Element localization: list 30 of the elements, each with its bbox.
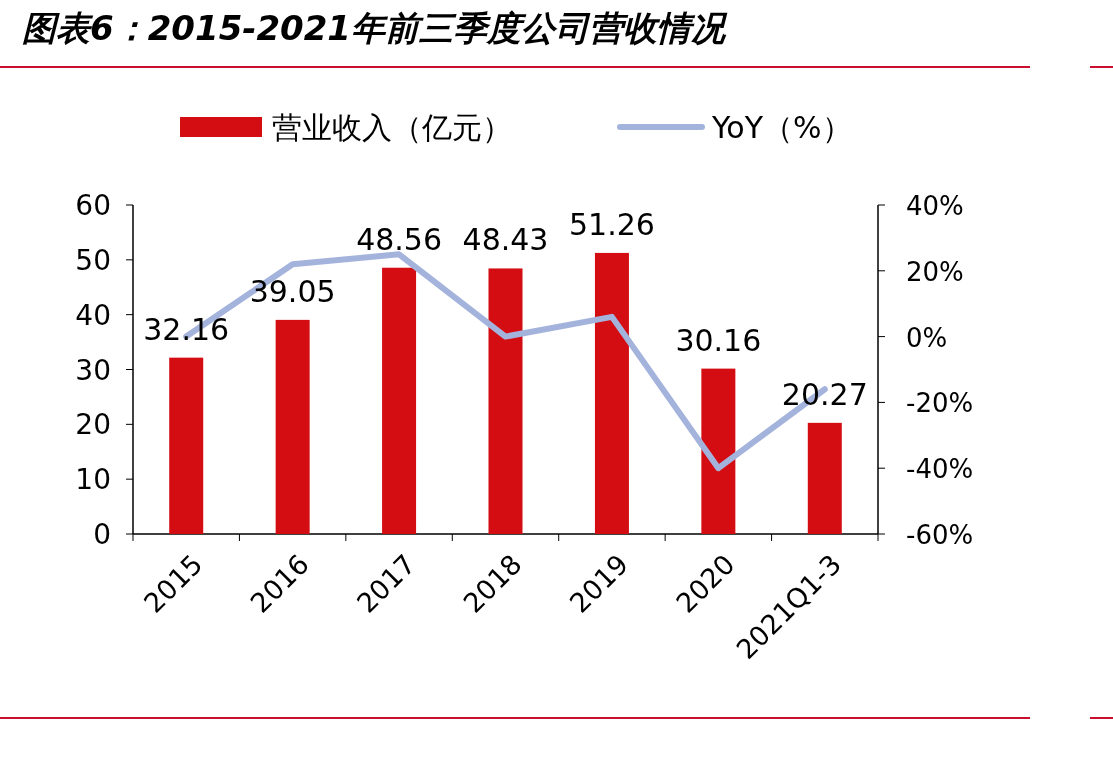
y-tick-label: 0 (93, 518, 111, 551)
bar (701, 368, 736, 534)
bar (382, 267, 417, 534)
data-label: 20.27 (781, 376, 868, 412)
y2-tick-label: -20% (906, 388, 974, 419)
chart-title: 图表6：2015-2021年前三季度公司营收情况 (22, 8, 729, 48)
y2-tick-label: -60% (906, 520, 974, 550)
y2-tick-label: 20% (906, 256, 964, 287)
y-tick-label: 20 (75, 408, 111, 442)
y-tick-label: 50 (75, 243, 111, 277)
data-label: 32.16 (143, 311, 230, 347)
y2-tick-label: -40% (906, 454, 974, 485)
data-label: 48.56 (356, 221, 443, 257)
data-label: 30.16 (675, 322, 762, 358)
bar (488, 268, 523, 534)
data-label: 48.43 (462, 222, 549, 258)
y2-tick-label: 40% (906, 191, 964, 221)
y2-tick-label: 0% (906, 322, 948, 353)
bar (594, 252, 629, 534)
bar (807, 422, 842, 534)
y-tick-label: 40 (75, 298, 111, 332)
bar (169, 357, 204, 534)
data-label: 51.26 (568, 206, 655, 242)
legend-label: 营业收入（亿元） (272, 110, 512, 145)
data-label: 39.05 (249, 273, 336, 309)
y-tick-label: 60 (75, 189, 111, 222)
y-tick-label: 30 (75, 353, 111, 387)
legend-label: YoY（%） (711, 110, 852, 145)
bar (275, 319, 310, 534)
y-tick-label: 10 (75, 463, 111, 497)
